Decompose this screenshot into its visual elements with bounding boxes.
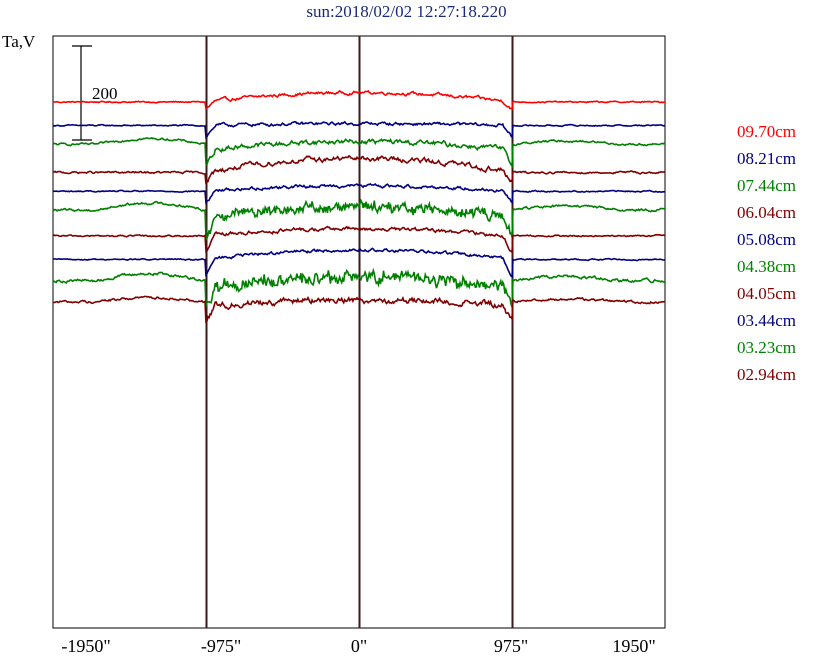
series-line-04.38cm xyxy=(52,198,666,242)
x-tick-label: 975" xyxy=(493,636,529,656)
legend-item: 07.44cm xyxy=(737,176,797,195)
legend-item: 03.23cm xyxy=(737,338,797,357)
legend-item: 06.04cm xyxy=(737,203,797,222)
series-line-03.44cm xyxy=(52,247,666,279)
series-line-06.04cm xyxy=(53,154,666,185)
legend-item: 05.08cm xyxy=(737,230,797,249)
chart-title: sun:2018/02/02 12:27:18.220 xyxy=(306,2,507,21)
series-lines xyxy=(52,89,666,324)
scale-bar xyxy=(72,45,92,141)
x-tick-label: -1950" xyxy=(61,636,111,656)
series-line-04.05cm xyxy=(52,225,666,255)
legend: 09.70cm 08.21cm 07.44cm 06.04cm 05.08cm 04.38… xyxy=(737,118,796,388)
series-line-02.94cm xyxy=(52,295,666,324)
y-axis-label: Ta,V xyxy=(2,32,36,51)
series-line-08.21cm xyxy=(52,120,666,140)
legend-item: 04.38cm xyxy=(737,257,797,276)
series-line-07.44cm xyxy=(52,136,666,169)
x-tick-label: 1950" xyxy=(612,636,656,656)
series-line-05.08cm xyxy=(52,182,665,206)
legend-item: 03.44cm xyxy=(737,311,797,330)
legend-item: 04.05cm xyxy=(737,284,797,303)
legend-item: 09.70cm xyxy=(737,122,797,141)
x-tick-label: 0" xyxy=(350,636,368,656)
scale-bar-label: 200 xyxy=(92,84,118,103)
series-line-09.70cm xyxy=(52,89,665,111)
series-line-03.23cm xyxy=(52,267,666,308)
legend-item: 08.21cm xyxy=(737,149,797,168)
legend-item: 02.94cm xyxy=(737,365,797,384)
x-tick-label: -975" xyxy=(200,636,242,656)
